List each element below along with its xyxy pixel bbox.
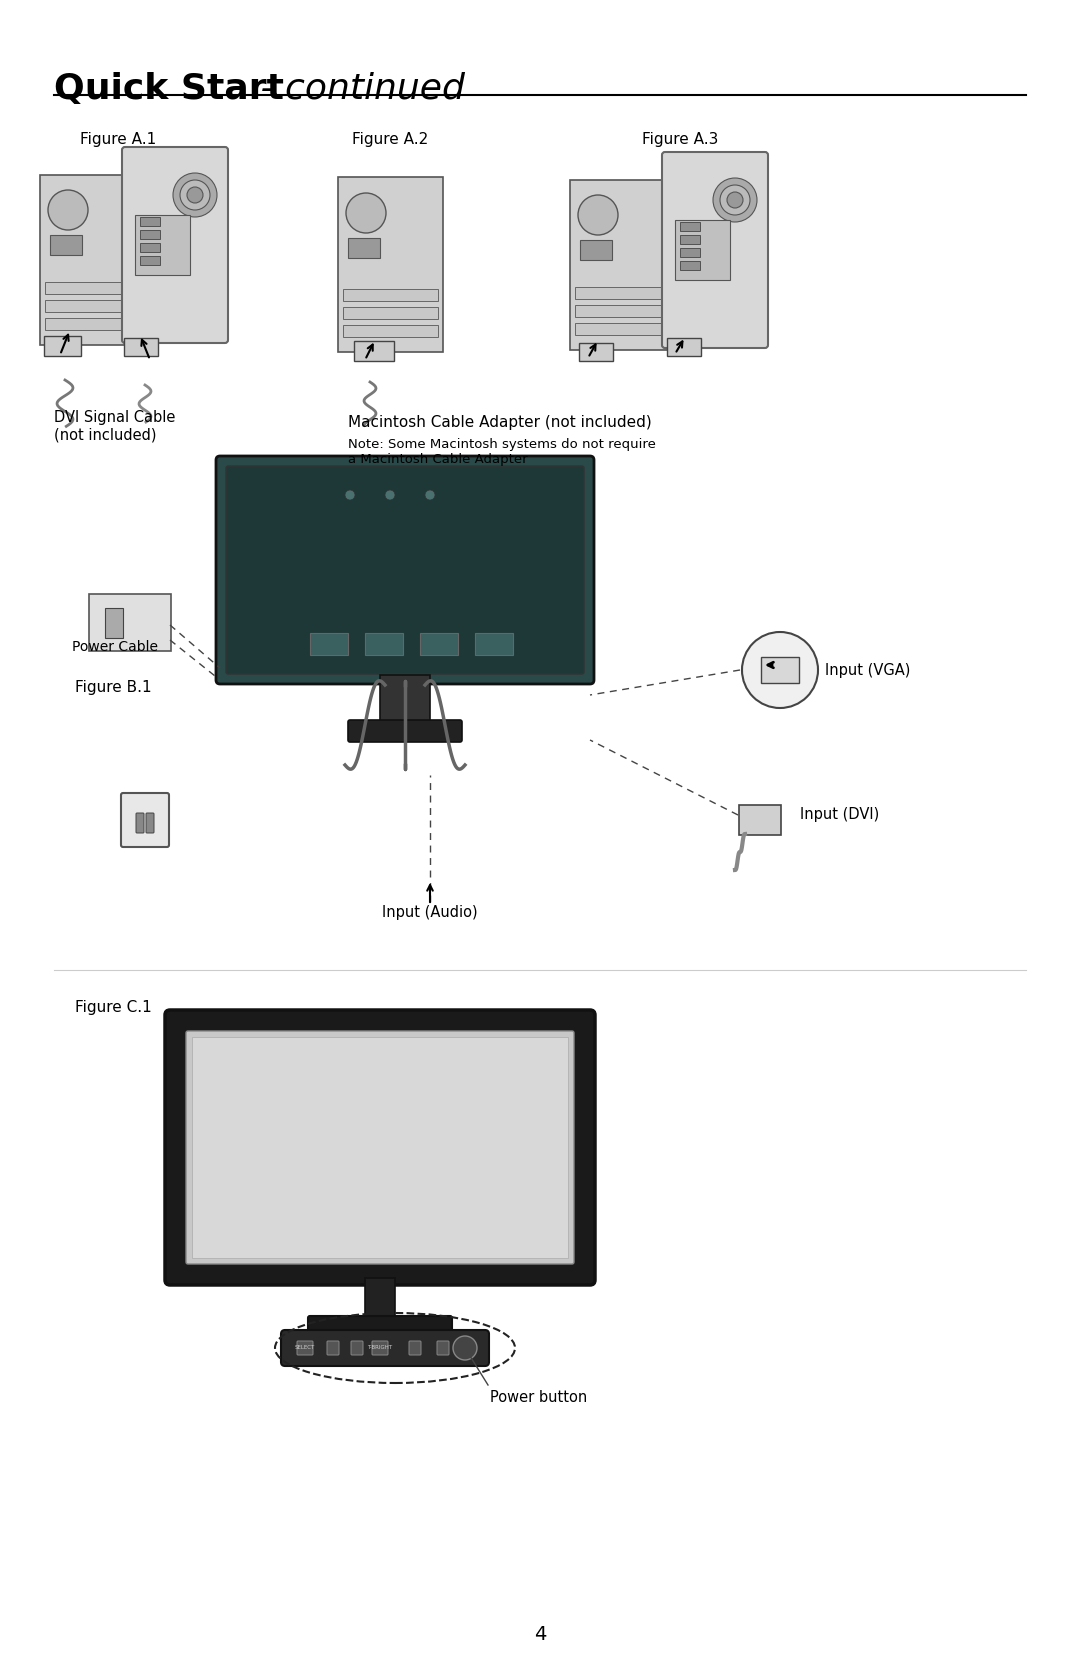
FancyBboxPatch shape: [40, 175, 140, 345]
Text: SELECT: SELECT: [295, 1345, 315, 1350]
FancyBboxPatch shape: [327, 1340, 339, 1355]
Text: Note: Some Macintosh systems do not require
a Macintosh Cable Adapter: Note: Some Macintosh systems do not requ…: [348, 437, 656, 466]
FancyBboxPatch shape: [348, 719, 462, 743]
FancyBboxPatch shape: [50, 235, 82, 255]
FancyBboxPatch shape: [89, 594, 171, 651]
FancyBboxPatch shape: [365, 633, 403, 654]
Text: T-BRIGHT: T-BRIGHT: [367, 1345, 392, 1350]
Circle shape: [173, 174, 217, 217]
Circle shape: [426, 491, 435, 501]
FancyBboxPatch shape: [343, 307, 438, 319]
FancyBboxPatch shape: [121, 793, 168, 846]
FancyBboxPatch shape: [136, 813, 144, 833]
FancyBboxPatch shape: [380, 674, 430, 724]
FancyBboxPatch shape: [124, 339, 158, 355]
Text: Input (Audio): Input (Audio): [382, 905, 477, 920]
Circle shape: [346, 194, 386, 234]
FancyBboxPatch shape: [575, 324, 665, 335]
Circle shape: [727, 192, 743, 209]
FancyBboxPatch shape: [580, 240, 612, 260]
FancyBboxPatch shape: [575, 287, 665, 299]
Text: Figure A.2: Figure A.2: [352, 132, 428, 147]
FancyBboxPatch shape: [579, 344, 613, 361]
FancyBboxPatch shape: [680, 235, 700, 244]
Circle shape: [180, 180, 210, 210]
FancyBboxPatch shape: [105, 608, 123, 638]
FancyBboxPatch shape: [186, 1031, 573, 1263]
FancyBboxPatch shape: [308, 1315, 453, 1340]
Circle shape: [578, 195, 618, 235]
Text: 4: 4: [534, 1626, 546, 1644]
FancyBboxPatch shape: [365, 1278, 395, 1320]
FancyBboxPatch shape: [761, 658, 799, 683]
FancyBboxPatch shape: [135, 215, 190, 275]
FancyBboxPatch shape: [338, 177, 443, 352]
Text: - continued: - continued: [249, 72, 464, 107]
FancyBboxPatch shape: [409, 1340, 421, 1355]
FancyBboxPatch shape: [351, 1340, 363, 1355]
Circle shape: [48, 190, 87, 230]
FancyBboxPatch shape: [680, 260, 700, 270]
FancyBboxPatch shape: [354, 340, 394, 361]
FancyBboxPatch shape: [310, 633, 348, 654]
Circle shape: [713, 179, 757, 222]
Text: Figure C.1: Figure C.1: [75, 1000, 152, 1015]
Text: Input (VGA): Input (VGA): [825, 663, 910, 678]
Circle shape: [720, 185, 750, 215]
Circle shape: [384, 491, 395, 501]
FancyBboxPatch shape: [667, 339, 701, 355]
FancyBboxPatch shape: [680, 222, 700, 230]
Text: Input (DVI): Input (DVI): [800, 808, 879, 823]
Text: Figure A.1: Figure A.1: [80, 132, 157, 147]
FancyBboxPatch shape: [146, 813, 154, 833]
FancyBboxPatch shape: [140, 244, 160, 252]
FancyBboxPatch shape: [192, 1036, 568, 1258]
Text: Figure A.3: Figure A.3: [642, 132, 718, 147]
FancyBboxPatch shape: [675, 220, 730, 280]
Text: Power Cable: Power Cable: [72, 639, 158, 654]
FancyBboxPatch shape: [45, 319, 135, 330]
FancyBboxPatch shape: [216, 456, 594, 684]
FancyBboxPatch shape: [281, 1330, 489, 1365]
FancyBboxPatch shape: [140, 255, 160, 265]
FancyBboxPatch shape: [140, 217, 160, 225]
Text: Macintosh Cable Adapter (not included): Macintosh Cable Adapter (not included): [348, 416, 651, 431]
FancyBboxPatch shape: [45, 282, 135, 294]
FancyBboxPatch shape: [662, 152, 768, 349]
FancyBboxPatch shape: [122, 147, 228, 344]
Circle shape: [453, 1335, 477, 1360]
FancyBboxPatch shape: [420, 633, 458, 654]
FancyBboxPatch shape: [570, 180, 670, 350]
Text: Quick Start: Quick Start: [54, 72, 284, 107]
FancyBboxPatch shape: [165, 1010, 595, 1285]
Text: Power button: Power button: [490, 1390, 588, 1405]
Circle shape: [345, 491, 355, 501]
Text: DVI Signal Cable
(not included): DVI Signal Cable (not included): [54, 411, 175, 442]
FancyBboxPatch shape: [739, 804, 781, 834]
Circle shape: [742, 633, 818, 708]
FancyBboxPatch shape: [45, 300, 135, 312]
Text: Figure B.1: Figure B.1: [75, 679, 151, 694]
FancyBboxPatch shape: [575, 305, 665, 317]
FancyBboxPatch shape: [44, 335, 81, 355]
FancyBboxPatch shape: [343, 289, 438, 300]
FancyBboxPatch shape: [437, 1340, 449, 1355]
FancyBboxPatch shape: [348, 239, 380, 259]
FancyBboxPatch shape: [372, 1340, 388, 1355]
FancyBboxPatch shape: [297, 1340, 313, 1355]
FancyBboxPatch shape: [226, 466, 584, 674]
Circle shape: [187, 187, 203, 204]
FancyBboxPatch shape: [343, 325, 438, 337]
FancyBboxPatch shape: [475, 633, 513, 654]
FancyBboxPatch shape: [140, 230, 160, 239]
FancyBboxPatch shape: [680, 249, 700, 257]
